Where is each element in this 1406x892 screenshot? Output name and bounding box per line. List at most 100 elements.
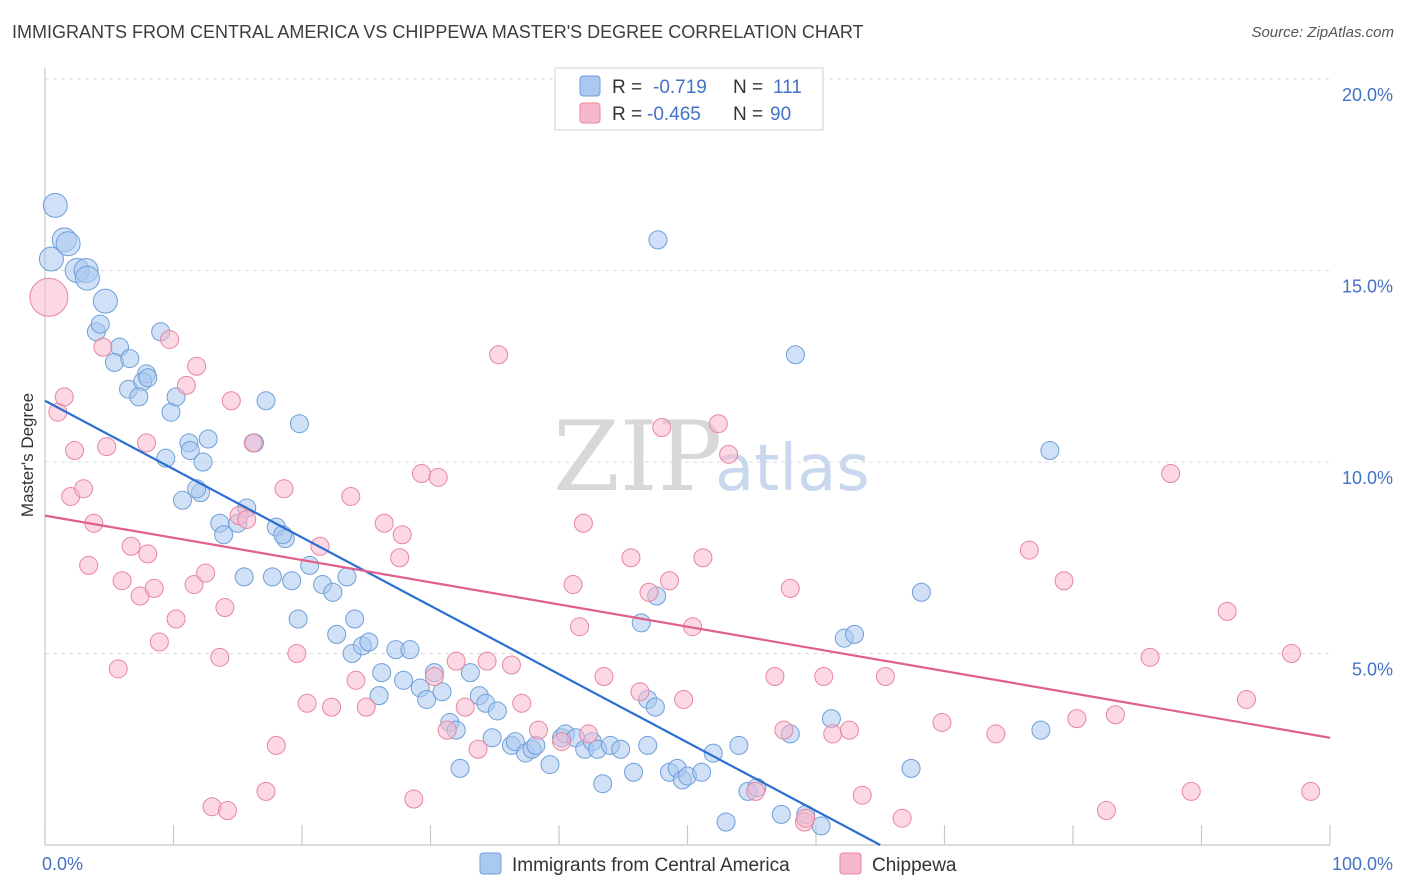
chippewa-point: [217, 801, 237, 821]
watermark-zip: ZIP: [553, 401, 722, 513]
chippewa-point: [570, 617, 590, 637]
central-america-point: [450, 758, 470, 778]
watermark: ZIP atlas: [553, 401, 870, 513]
chippewa-point: [390, 548, 410, 568]
central-america-point: [1040, 441, 1060, 461]
central-america-point: [42, 192, 68, 218]
central-america-point: [327, 624, 347, 644]
chippewa-point: [986, 724, 1006, 744]
chippewa-point: [512, 693, 532, 713]
chippewa-point: [243, 433, 263, 453]
central-america-point: [74, 265, 100, 291]
central-america-point: [645, 697, 665, 717]
x-tick-label: 0.0%: [42, 854, 83, 874]
legend-n-value: 111: [773, 77, 802, 98]
chippewa-point: [455, 697, 475, 717]
central-america-point: [593, 774, 613, 794]
chippewa-point: [852, 785, 872, 805]
chippewa-point: [428, 467, 448, 487]
central-america-point: [845, 624, 865, 644]
central-america-point: [729, 735, 749, 755]
central-america-point: [90, 314, 110, 334]
chippewa-point: [93, 337, 113, 357]
central-america-point: [372, 663, 392, 683]
chippewa-point: [346, 670, 366, 690]
chippewa-point: [579, 724, 599, 744]
chippewa-point: [187, 356, 207, 376]
central-america-point: [256, 391, 276, 411]
chippewa-point: [437, 720, 457, 740]
chippewa-point: [287, 644, 307, 663]
chippewa-point: [412, 463, 432, 483]
central-america-point: [716, 812, 736, 832]
chippewa-point: [660, 571, 680, 591]
chippewa-point: [221, 391, 241, 411]
chippewa-point: [814, 666, 834, 686]
grid-lines: [45, 78, 1330, 654]
central-america-point: [460, 663, 480, 683]
chippewa-point: [1019, 540, 1039, 560]
central-america-point: [692, 762, 712, 782]
chippewa-point: [392, 525, 412, 545]
chippewa-point: [74, 479, 94, 499]
chippewa-point: [693, 548, 713, 568]
chippewa-point: [780, 578, 800, 598]
chart-title: IMMIGRANTS FROM CENTRAL AMERICA VS CHIPP…: [12, 22, 864, 42]
chippewa-point: [708, 414, 728, 434]
central-america-point: [345, 609, 365, 629]
legend-swatch-pink: [579, 102, 601, 124]
chippewa-point: [160, 329, 180, 349]
chippewa-point: [1161, 463, 1181, 483]
chippewa-point: [719, 444, 739, 464]
chippewa-point: [210, 647, 230, 667]
y-tick-label: 20.0%: [1342, 85, 1393, 105]
chippewa-point: [149, 632, 169, 652]
chippewa-point: [1096, 801, 1116, 821]
central-america-point: [180, 441, 200, 461]
chippewa-point: [138, 544, 158, 564]
central-america-point: [482, 728, 502, 748]
chippewa-point: [108, 659, 128, 679]
legend-r-label: R =: [612, 104, 642, 125]
chippewa-point: [630, 682, 650, 702]
central-america-point: [262, 567, 282, 587]
chippewa-point: [1067, 709, 1087, 729]
chippewa-point: [528, 720, 548, 740]
chippewa-point: [1105, 705, 1125, 725]
chippewa-point: [1236, 689, 1256, 709]
central-america-point: [417, 689, 437, 709]
chippewa-point: [54, 387, 74, 407]
chippewa-point: [468, 739, 488, 759]
central-america-point: [120, 349, 140, 369]
central-america-point: [624, 762, 644, 782]
chippewa-point: [1217, 601, 1237, 621]
chippewa-point: [297, 693, 317, 713]
chippewa-point: [215, 598, 235, 618]
central-america-point: [487, 701, 507, 721]
central-america-point: [901, 758, 921, 778]
central-america-point: [288, 609, 308, 629]
central-america-point: [214, 525, 234, 545]
chippewa-point: [121, 536, 141, 556]
chippewa-point: [594, 666, 614, 686]
chippewa-point: [1301, 781, 1321, 801]
central-america-point: [359, 632, 379, 652]
chippewa-point: [184, 575, 204, 595]
chippewa-point: [29, 277, 69, 317]
central-america-point: [273, 525, 293, 545]
central-america-trend-line: [44, 399, 881, 846]
central-america-point: [38, 246, 64, 272]
central-america-point: [540, 755, 560, 775]
chippewa-point: [932, 712, 952, 732]
central-america-point: [648, 230, 668, 250]
central-america-point: [234, 567, 254, 587]
chippewa-point: [322, 697, 342, 717]
chippewa-trend-line: [44, 514, 1331, 739]
y-tick-label: 15.0%: [1342, 277, 1393, 297]
chippewa-point: [65, 441, 85, 461]
series-legend: Immigrants from Central America Chippewa: [479, 852, 957, 876]
central-america-point: [323, 582, 343, 602]
chippewa-point: [1181, 781, 1201, 801]
chippewa-point: [1140, 647, 1160, 667]
legend-swatch-blue: [579, 75, 601, 97]
